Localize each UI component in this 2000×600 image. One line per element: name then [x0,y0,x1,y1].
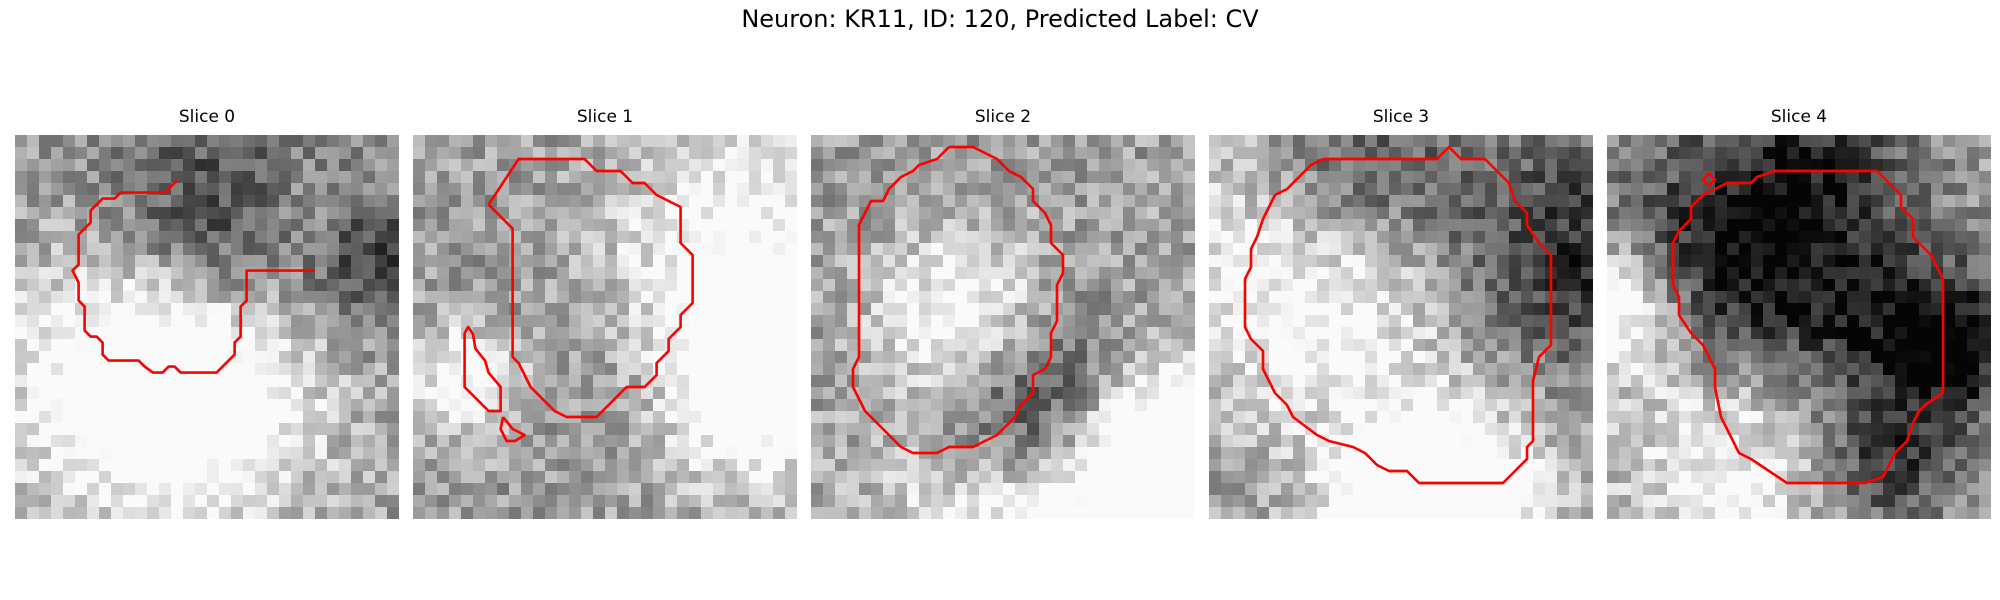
slice-4-contour-dot [1701,171,1717,188]
figure-title: Neuron: KR11, ID: 120, Predicted Label: … [741,5,1259,33]
slice-4-contour [1671,169,1945,485]
slice-1-image [413,135,797,519]
slice-2-contour [851,145,1065,455]
slice-4-image [1607,135,1991,519]
slice-3-contour [1243,145,1553,485]
slice-1-contour-main [487,157,694,419]
slice-1-contour-tiny [499,416,526,443]
slice-3-title: Slice 3 [1372,107,1430,127]
slice-4-title: Slice 4 [1770,107,1828,127]
slice-0-contour [71,179,315,374]
slice-0-image [15,135,399,519]
slice-1-contour-small [463,325,502,413]
slice-2-title: Slice 2 [974,107,1032,127]
slice-2-image [811,135,1195,519]
slice-3-image [1209,135,1593,519]
slice-1-title: Slice 1 [576,107,634,127]
slice-0-title: Slice 0 [178,107,236,127]
